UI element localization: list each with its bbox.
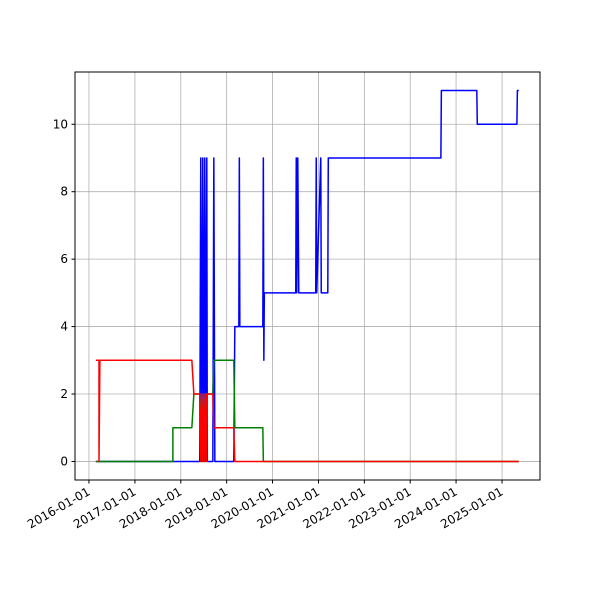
y-tick-label: 8 — [60, 185, 68, 199]
y-tick-label: 6 — [60, 252, 68, 266]
y-tick-label: 0 — [60, 454, 68, 468]
y-tick-label: 2 — [60, 387, 68, 401]
plot-frame — [74, 71, 541, 481]
y-tick-label: 4 — [60, 320, 68, 334]
series-line — [95, 89, 519, 463]
series-line — [95, 359, 519, 463]
y-tick-label: 10 — [53, 117, 68, 131]
series-line — [95, 359, 519, 463]
